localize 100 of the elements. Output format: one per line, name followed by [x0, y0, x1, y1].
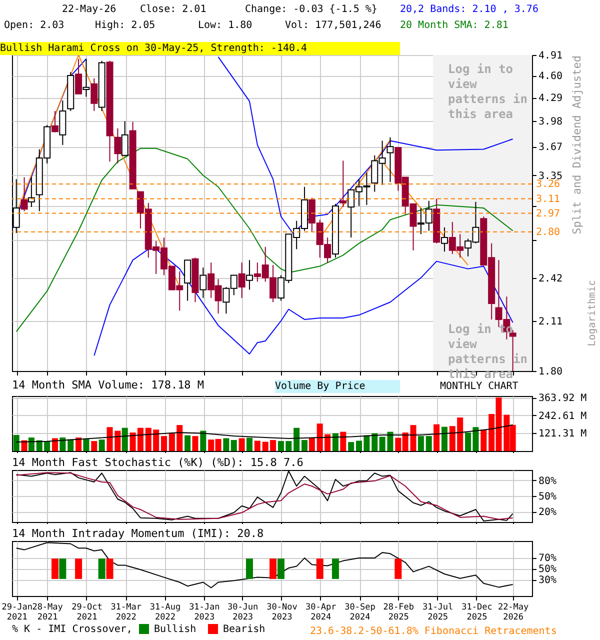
text: Bullish Harami Cross on 30-May-25, Strength: -140.4	[0, 42, 400, 55]
text: Low: 1.80	[198, 19, 252, 32]
legend-label: Bearish	[223, 624, 266, 635]
candlestick	[440, 226, 448, 252]
ref-line-label: 2.97	[536, 208, 560, 220]
x-tick-label: 28-May 2021	[32, 602, 63, 622]
bar	[60, 438, 66, 451]
x-tick-label: 31-Aug 2022	[150, 602, 181, 622]
bar	[294, 428, 300, 451]
y-tick-label: 50%	[538, 492, 557, 502]
bar	[238, 438, 245, 451]
bar	[340, 432, 346, 451]
candlestick	[28, 176, 35, 208]
ref-line-label: 2.80	[536, 226, 560, 238]
bar	[410, 425, 416, 451]
text: High: 2.05	[95, 19, 156, 32]
bar	[372, 433, 378, 451]
candlestick	[200, 267, 207, 298]
x-tick-label: 31-Dec 2025	[462, 602, 492, 622]
y-tick-label: 50%	[538, 564, 557, 575]
bar	[52, 438, 58, 451]
bar	[91, 441, 98, 451]
bar	[28, 438, 34, 451]
chart-title: 14 Month SMA Volume: 178.18 M	[12, 378, 204, 392]
candlestick	[20, 176, 28, 212]
candlestick	[114, 128, 122, 164]
candlestick	[246, 260, 253, 290]
text: 22-May-26	[62, 3, 116, 16]
x-tick-label: 30-Jun 2023	[227, 602, 258, 622]
y-tick-label: 4.60	[538, 71, 563, 82]
y-tick-label: 3.98	[538, 116, 563, 128]
bar	[254, 440, 260, 451]
x-tick-label: 30-Nov 2023	[266, 602, 298, 622]
bar	[161, 436, 168, 451]
x-tick-label: 31-Jan 2023	[189, 602, 220, 622]
y-tick-label: 1.80	[538, 366, 563, 378]
candlestick	[59, 100, 66, 146]
bar	[418, 436, 424, 451]
text: 20,2 Bands: 2.10 , 3.76	[400, 3, 538, 16]
text: Close: 2.01	[140, 3, 206, 16]
text: Change: -0.03 {-1.5 %}	[245, 3, 378, 16]
y-tick-label: 20%	[538, 507, 557, 518]
bar	[122, 428, 128, 451]
ref-line-label: 3.11	[536, 194, 560, 205]
text: Logarithmic	[586, 280, 599, 346]
x-tick-label: 31-Jul 2025	[422, 602, 454, 622]
text: MONTHLY CHART	[440, 380, 518, 393]
bar	[480, 430, 487, 451]
x-tick-label: 29-Oct 2021	[72, 602, 102, 622]
bar	[348, 442, 354, 451]
bar	[246, 438, 252, 451]
bar	[76, 438, 82, 451]
legend-title: % K - IMI Crossover,	[12, 624, 132, 635]
x-tick-label: 30-Sep 2024	[344, 602, 376, 622]
bar	[332, 433, 338, 451]
x-tick-label: 29-Jan 2021	[2, 602, 32, 622]
bar	[308, 438, 315, 451]
legend-label: Bullish	[154, 624, 196, 635]
text: Volume By Price	[275, 380, 400, 393]
candlestick	[121, 120, 128, 157]
x-tick-label: 28-Feb 2025	[383, 602, 414, 622]
candlestick	[238, 262, 246, 298]
x-tick-label: 31-Mar 2022	[110, 602, 142, 622]
text: 23.6-38.2-50-61.8% Fibonacci Retracements	[310, 625, 557, 638]
bar	[192, 436, 198, 451]
candlestick	[75, 58, 82, 94]
y-tick-label: 2.11	[538, 316, 563, 328]
text: 20 Month SMA: 2.81	[400, 19, 508, 32]
annotation: Log in to view patterns in this area	[448, 62, 528, 122]
candlestick	[340, 160, 347, 208]
bar	[13, 435, 20, 451]
bar	[441, 426, 448, 451]
y-tick-label: 3.67	[538, 142, 563, 154]
bar	[302, 440, 308, 451]
candlestick	[90, 78, 98, 112]
bar	[223, 438, 230, 451]
candlestick	[82, 58, 90, 98]
y-tick-label: 70%	[538, 553, 557, 564]
candlestick	[51, 110, 58, 133]
y-tick-label: 4.91	[538, 50, 563, 62]
bar	[230, 440, 237, 451]
candlestick	[386, 136, 394, 183]
bar	[98, 440, 105, 451]
y-tick-label: 2.42	[538, 273, 563, 284]
y-tick-label: 4.29	[538, 93, 563, 104]
line-series	[16, 424, 514, 443]
chart-title: 14 Month Fast Stochastic (%K) (%D): 15.8 7.6	[12, 456, 304, 469]
bar	[434, 424, 440, 451]
x-tick-label: 30-Apr 2024	[306, 602, 336, 622]
y-axis-title: Split and Dividend Adjusted	[570, 56, 584, 234]
text: Vol: 177,501,246	[285, 19, 382, 32]
bar	[426, 436, 432, 451]
text: Open: 2.03	[4, 19, 64, 32]
y-tick-label: 363.92 M	[538, 393, 587, 404]
candlestick	[184, 260, 192, 302]
ref-line-label: 3.26	[536, 178, 560, 190]
y-tick-label: 30%	[538, 575, 557, 586]
y-tick-label: 121.31 M	[538, 428, 587, 440]
y-tick-label: 80%	[538, 476, 557, 487]
x-tick-label: 22-May 2026	[498, 602, 529, 622]
